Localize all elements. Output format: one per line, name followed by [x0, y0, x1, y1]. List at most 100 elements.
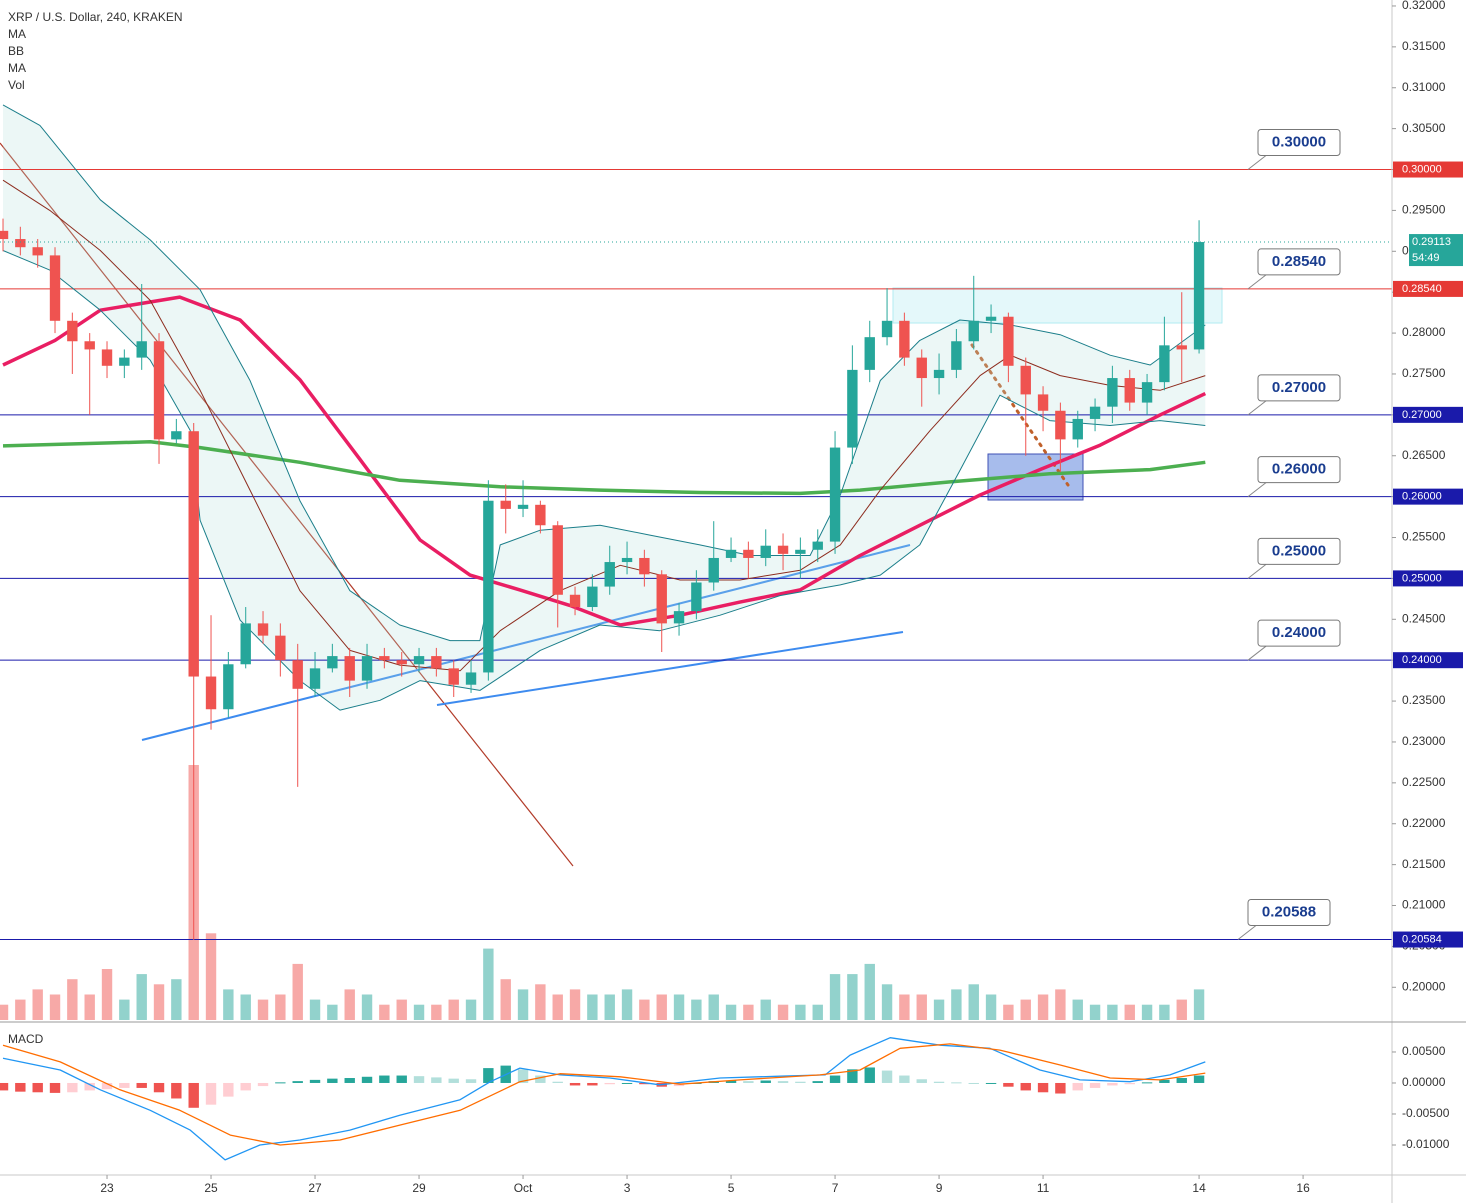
volume-bar: [1193, 989, 1205, 1020]
candle-body: [396, 660, 407, 665]
macd-histogram-bar: [431, 1077, 442, 1083]
candle-body: [621, 557, 633, 563]
price-badge-text: 0.27000: [1402, 409, 1442, 421]
macd-histogram-bar: [916, 1079, 927, 1083]
macd-histogram-bar: [1003, 1082, 1014, 1087]
candle-body: [1020, 365, 1031, 395]
candle-body: [84, 341, 95, 350]
candle-body: [1089, 406, 1101, 419]
price-badge: [1393, 931, 1463, 948]
y-tick-label: 0.31500: [1402, 39, 1446, 53]
macd-histogram-bar: [1055, 1082, 1066, 1094]
candle-body: [985, 316, 997, 321]
volume-bar: [84, 994, 95, 1020]
volume-bar: [32, 989, 43, 1020]
callout-text: 0.26000: [1272, 461, 1326, 478]
macd-histogram-bar: [1141, 1082, 1153, 1084]
candle-body: [188, 431, 199, 677]
y-tick-label: 0.27500: [1402, 366, 1446, 380]
volume-bar: [500, 979, 511, 1020]
volume-bar: [153, 984, 165, 1020]
volume-bar: [465, 999, 477, 1020]
macd-histogram-bar: [535, 1075, 546, 1083]
volume-bar: [1141, 1004, 1153, 1020]
volume-bar: [483, 948, 494, 1020]
macd-histogram-bar: [240, 1082, 251, 1091]
candle-body: [604, 562, 615, 587]
callout-pointer: [1247, 482, 1267, 498]
macd-histogram-bar: [985, 1082, 997, 1084]
candle-body: [257, 623, 269, 636]
candle-body: [327, 656, 338, 669]
candle-body: [691, 582, 702, 612]
price-badge: [1393, 161, 1463, 178]
volume-bar: [1107, 1004, 1118, 1020]
candle-body: [136, 341, 147, 358]
indicator-label: BB: [8, 44, 24, 58]
macd-histogram-bar: [292, 1081, 303, 1083]
volume-bar: [673, 994, 685, 1020]
macd-histogram-bar: [587, 1082, 598, 1086]
candle-body: [1072, 418, 1083, 440]
candle-body: [1141, 382, 1153, 403]
chart-title: XRP / U.S. Dollar, 240, KRAKEN: [8, 10, 183, 24]
candle-body: [119, 357, 130, 366]
zone-box: [892, 287, 1223, 324]
candle-body: [864, 337, 875, 370]
trend-line: [141, 544, 911, 741]
macd-histogram-bar: [847, 1069, 858, 1083]
x-tick-label: 29: [412, 1181, 426, 1195]
macd-histogram-bar: [899, 1075, 910, 1083]
volume-bar: [361, 994, 373, 1020]
macd-histogram-bar: [136, 1082, 147, 1088]
volume-bar: [223, 989, 234, 1020]
plot-layer: [0, 104, 1392, 1161]
candle-body: [483, 500, 494, 673]
volume-bar: [587, 994, 598, 1020]
y-tick-label: 0.26500: [1402, 448, 1446, 462]
price-badge-text: 0.30000: [1402, 163, 1442, 175]
volume-bar: [517, 989, 529, 1020]
volume-bar: [344, 989, 355, 1020]
macd-histogram-bar: [1193, 1075, 1205, 1083]
y-tick-label: 0.25500: [1402, 530, 1446, 544]
callout-text: 0.24000: [1272, 624, 1326, 641]
volume-bar: [881, 984, 893, 1020]
macd-line: [2, 1043, 1206, 1146]
macd-histogram-bar: [379, 1075, 390, 1083]
macd-histogram-bar: [1072, 1082, 1083, 1091]
macd-histogram-bar: [743, 1081, 754, 1083]
volume-bar: [0, 1004, 9, 1020]
candle-body: [1003, 316, 1014, 366]
callout-box: [1257, 374, 1341, 402]
macd-histogram-bar: [777, 1081, 789, 1083]
y-tick-label: 0.32000: [1402, 0, 1446, 12]
volume-bar: [49, 994, 61, 1020]
y-tick-label: -0.00500: [1402, 1106, 1450, 1120]
macd-histogram-bar: [1176, 1078, 1187, 1083]
candle-body: [552, 525, 563, 595]
candle-body: [1107, 378, 1118, 407]
x-tick-label: 9: [936, 1181, 943, 1195]
volume-bar: [1124, 1004, 1135, 1020]
volume-bar: [136, 974, 147, 1020]
candle-body: [1055, 410, 1066, 440]
y-tick-label: 0.00500: [1402, 1044, 1446, 1058]
volume-bar: [101, 969, 113, 1020]
price-badge: [1393, 406, 1463, 423]
price-badge-text: 0.24000: [1402, 654, 1442, 666]
candle-body: [1193, 242, 1205, 350]
macd-histogram-bar: [1089, 1082, 1101, 1088]
volume-bar: [1176, 999, 1187, 1020]
volume-bar: [240, 994, 251, 1020]
callout-pointer: [1247, 645, 1267, 661]
volume-bar: [864, 963, 875, 1020]
indicator-label: Vol: [8, 78, 25, 92]
volume-bar: [743, 1004, 754, 1020]
macd-histogram-bar: [552, 1081, 563, 1083]
x-tick-label: 16: [1296, 1181, 1310, 1195]
candle-body: [951, 341, 962, 370]
volume-bar: [725, 1004, 737, 1020]
x-tick-label: 27: [308, 1181, 322, 1195]
